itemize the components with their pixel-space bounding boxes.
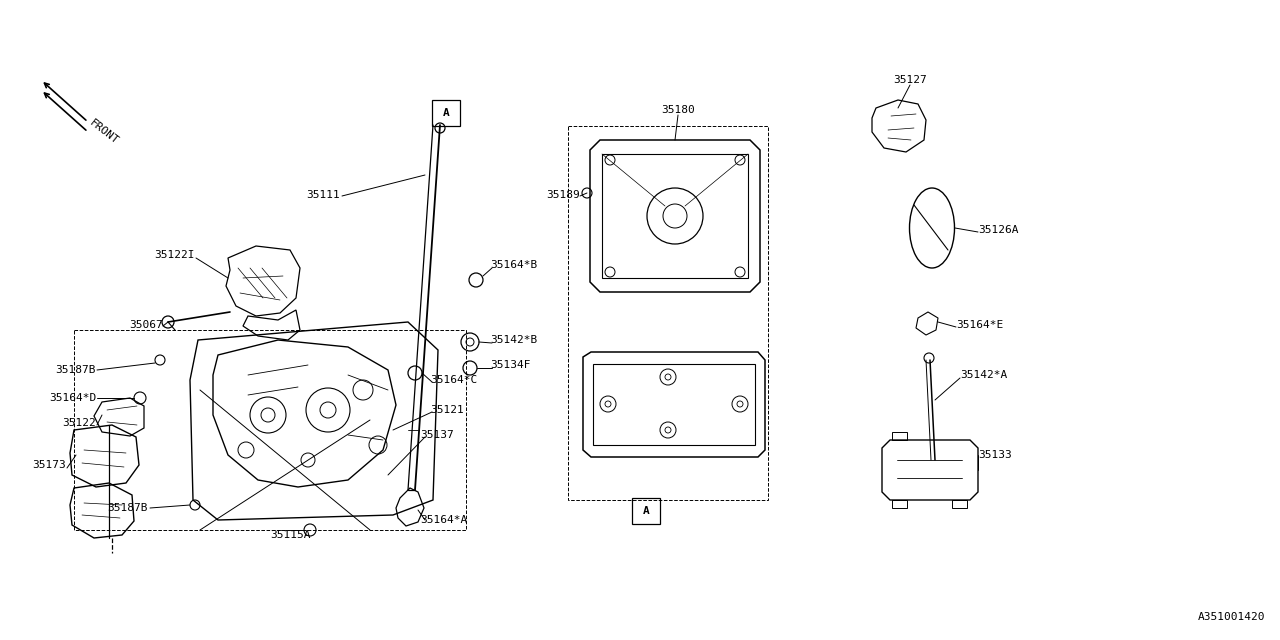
Text: 35142*B: 35142*B <box>490 335 538 345</box>
Text: 35122: 35122 <box>63 418 96 428</box>
Text: A351001420: A351001420 <box>1198 612 1265 622</box>
Text: 35173: 35173 <box>32 460 67 470</box>
Text: 35115A: 35115A <box>270 530 310 540</box>
Text: 35142*A: 35142*A <box>960 370 1007 380</box>
Text: 35111: 35111 <box>306 190 340 200</box>
Text: 35164*A: 35164*A <box>420 515 467 525</box>
Text: 35164*E: 35164*E <box>956 320 1004 330</box>
Bar <box>433 100 460 126</box>
Text: 35137: 35137 <box>420 430 453 440</box>
Text: 35127: 35127 <box>893 75 927 85</box>
Text: 35121: 35121 <box>430 405 463 415</box>
Text: 35189: 35189 <box>547 190 580 200</box>
Text: 35067: 35067 <box>129 320 163 330</box>
Text: FRONT: FRONT <box>88 118 120 147</box>
Text: 35187B: 35187B <box>55 365 96 375</box>
Text: A: A <box>643 506 649 516</box>
Text: 35126A: 35126A <box>978 225 1019 235</box>
Text: 35180: 35180 <box>662 105 695 115</box>
Bar <box>568 126 768 500</box>
Text: 35134F: 35134F <box>490 360 530 370</box>
Text: 35164*D: 35164*D <box>49 393 96 403</box>
Text: 35122I: 35122I <box>155 250 195 260</box>
Text: 35187B: 35187B <box>108 503 148 513</box>
Bar <box>632 498 660 524</box>
Bar <box>74 330 466 530</box>
Text: 35133: 35133 <box>978 450 1011 460</box>
Text: 35164*C: 35164*C <box>430 375 477 385</box>
Text: A: A <box>443 108 449 118</box>
Text: 35164*B: 35164*B <box>490 260 538 270</box>
